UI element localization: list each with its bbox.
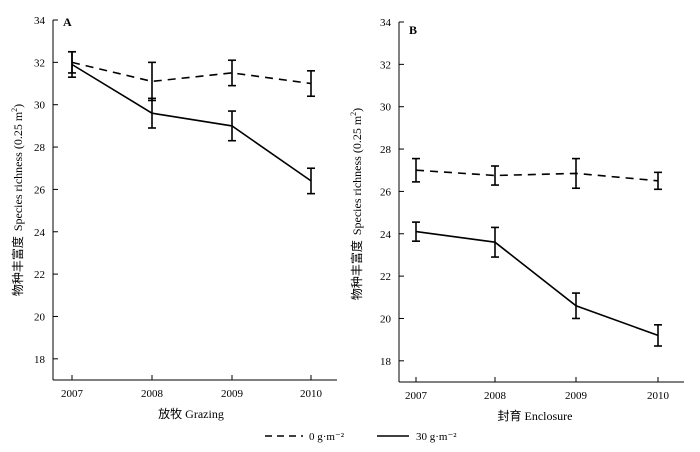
panel-a-series-thirty-errorbar [307, 167, 315, 195]
panel-b-series-thirty-errorbar [654, 324, 662, 347]
panel-b-x-tick-label: 2009 [565, 390, 588, 402]
panel-b-series-zero-errorbar [412, 157, 420, 183]
panel-b-y-axis-title: 物种丰富度Species richness (0.25 m2) [349, 108, 364, 300]
panel-a-series-thirty-errorbar [228, 110, 236, 142]
panel-a-series-thirty-errorbar [148, 97, 156, 129]
panel-a-x-tick-label: 2008 [141, 388, 164, 400]
panel-b-series-thirty-errorbar [412, 221, 420, 242]
panel-a-y-tick-label: 30 [34, 100, 46, 112]
panel-b-series-zero-errorbar [654, 171, 662, 191]
panel-a-series [68, 50, 315, 195]
panel-b-y-ticks: 18 20 22 24 26 28 30 32 34 [380, 17, 404, 368]
legend-label-zero: 0 g·m⁻² [309, 431, 345, 443]
panel-b-y-tick-label: 32 [380, 59, 391, 71]
panel-a-y-tick-label: 18 [34, 354, 46, 366]
panel-b-series-thirty-line [415, 230, 659, 337]
panel-b-series-thirty-errorbar [572, 292, 580, 320]
panel-b-series-zero-line [415, 169, 659, 182]
panel-b-letter: B [409, 23, 417, 37]
panel-a-y-tick-label: 34 [34, 15, 46, 27]
panel-b-y-tick-label: 18 [380, 356, 392, 368]
panel-b-series-zero-errorbar [491, 165, 499, 186]
legend-item-thirty: 30 g·m⁻² [377, 431, 457, 443]
panel-b-x-tick-label: 2008 [484, 390, 507, 402]
panel-b-x-tick-label: 2007 [405, 390, 428, 402]
panel-b: B 物种丰富度Species richness (0.25 m2) 封育 Enc… [349, 17, 684, 423]
panel-a-y-tick-label: 24 [34, 227, 46, 239]
panel-a-y-tick-label: 22 [34, 269, 45, 281]
panel-b-y-tick-label: 28 [380, 144, 392, 156]
panel-b-x-ticks: 2007 2008 2009 2010 [405, 377, 670, 402]
panel-a-y-axis-title: 物种丰富度Species richness (0.25 m2) [10, 104, 25, 296]
panel-a-y-tick-label: 28 [34, 142, 46, 154]
panel-a-series-thirty-errorbar [68, 50, 76, 78]
panel-a-letter: A [63, 15, 72, 29]
legend: 0 g·m⁻² 30 g·m⁻² [265, 431, 457, 443]
panel-a-series-zero-errorbar [307, 70, 315, 98]
panel-b-series [412, 157, 662, 347]
panel-a-x-ticks: 2007 2008 2009 2010 [61, 375, 323, 400]
panel-a-x-tick-label: 2007 [61, 388, 84, 400]
panel-a-series-thirty-line [71, 63, 312, 182]
panel-a-y-tick-label: 32 [34, 57, 45, 69]
panel-b-x-tick-label: 2010 [647, 390, 670, 402]
panel-a-y-ticks: 18 20 22 24 26 28 30 32 34 [34, 15, 58, 366]
panel-b-y-tick-label: 22 [380, 271, 391, 283]
panel-b-y-tick-label: 20 [380, 313, 392, 325]
panel-a-x-axis-title: 放牧 Grazing [158, 406, 224, 421]
panel-b-x-axis-title: 封育 Enclosure [498, 408, 573, 423]
panel-a-series-zero-line [71, 61, 312, 85]
legend-label-thirty: 30 g·m⁻² [416, 431, 457, 443]
panel-b-series-zero-errorbar [572, 157, 580, 190]
panel-a: A 物种丰富度Species richness (0.25 m2) 放牧 Gra… [10, 15, 337, 421]
legend-item-zero: 0 g·m⁻² [265, 431, 345, 443]
panel-a-series-zero-errorbar [228, 59, 236, 87]
panel-a-y-tick-label: 20 [34, 311, 46, 323]
panel-b-y-tick-label: 24 [380, 229, 392, 241]
panel-b-y-tick-label: 30 [380, 102, 392, 114]
panel-a-x-tick-label: 2010 [300, 388, 323, 400]
panel-b-y-tick-label: 26 [380, 186, 392, 198]
panel-a-x-tick-label: 2009 [221, 388, 244, 400]
panel-a-y-tick-label: 26 [34, 184, 46, 196]
panel-b-series-thirty-errorbar [491, 226, 499, 258]
panel-b-y-tick-label: 34 [380, 17, 392, 29]
